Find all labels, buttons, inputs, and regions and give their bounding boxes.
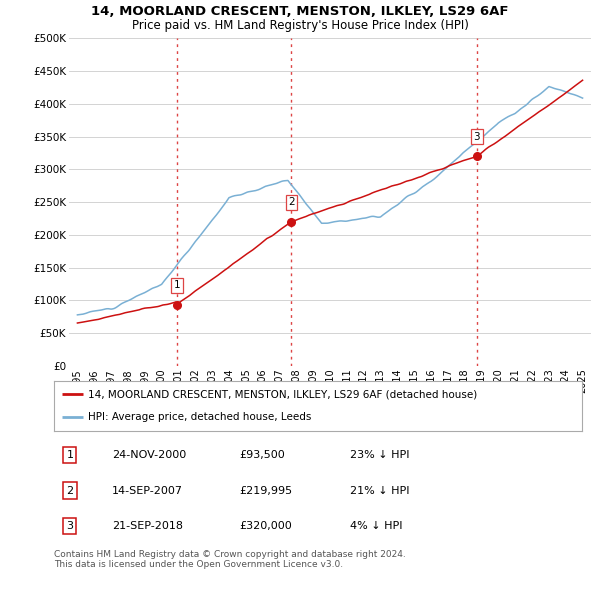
Text: 24-NOV-2000: 24-NOV-2000 — [112, 450, 187, 460]
Text: Price paid vs. HM Land Registry's House Price Index (HPI): Price paid vs. HM Land Registry's House … — [131, 19, 469, 32]
Text: 1: 1 — [173, 280, 180, 290]
Text: HPI: Average price, detached house, Leeds: HPI: Average price, detached house, Leed… — [88, 412, 311, 422]
Text: 23% ↓ HPI: 23% ↓ HPI — [350, 450, 409, 460]
Text: 1: 1 — [67, 450, 73, 460]
Text: 2: 2 — [288, 197, 295, 207]
Text: 14-SEP-2007: 14-SEP-2007 — [112, 486, 183, 496]
Text: 2: 2 — [66, 486, 73, 496]
Text: £219,995: £219,995 — [239, 486, 292, 496]
Text: 4% ↓ HPI: 4% ↓ HPI — [350, 521, 402, 531]
Text: 21% ↓ HPI: 21% ↓ HPI — [350, 486, 409, 496]
Text: 3: 3 — [67, 521, 73, 531]
Text: £320,000: £320,000 — [239, 521, 292, 531]
Text: 14, MOORLAND CRESCENT, MENSTON, ILKLEY, LS29 6AF: 14, MOORLAND CRESCENT, MENSTON, ILKLEY, … — [91, 5, 509, 18]
Text: 21-SEP-2018: 21-SEP-2018 — [112, 521, 183, 531]
Text: 3: 3 — [473, 132, 480, 142]
Text: Contains HM Land Registry data © Crown copyright and database right 2024.
This d: Contains HM Land Registry data © Crown c… — [54, 550, 406, 569]
Text: £93,500: £93,500 — [239, 450, 284, 460]
Text: 14, MOORLAND CRESCENT, MENSTON, ILKLEY, LS29 6AF (detached house): 14, MOORLAND CRESCENT, MENSTON, ILKLEY, … — [88, 389, 478, 399]
